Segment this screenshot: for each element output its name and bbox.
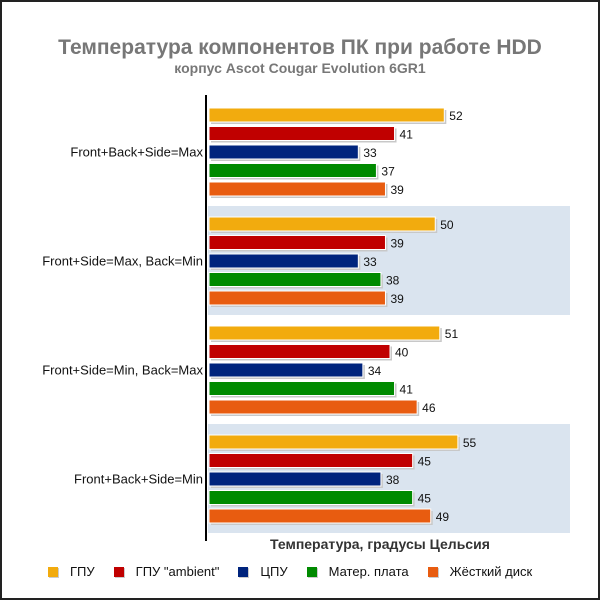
data-label: 39 [390,183,404,197]
legend-swatch [48,566,58,577]
bar [208,144,359,160]
bar [208,253,359,269]
legend-label: ГПУ "ambient" [135,564,220,579]
bar [208,453,414,468]
data-label: 52 [449,109,463,123]
data-label: 55 [463,436,477,450]
data-label: 39 [390,237,404,251]
bar [208,290,386,306]
data-label: 50 [440,218,454,232]
legend-swatch [113,566,124,577]
data-label: 41 [400,128,414,142]
data-label: 41 [400,383,414,397]
data-label: 33 [363,255,377,269]
data-label: 33 [363,146,377,160]
bar [208,362,364,378]
bar [208,344,391,359]
bar [208,471,382,487]
legend-label: ГПУ [70,564,95,579]
legend-item: ЦПУ [238,564,288,579]
data-label: 46 [422,401,436,415]
bar [208,163,377,178]
legend: ГПУ ГПУ "ambient" ЦПУ Матер. плата Жёсткий д… [48,564,551,579]
data-label: 37 [381,165,395,179]
bar [208,126,396,141]
category-label: Front+Side=Max, Back=Min [42,254,203,269]
bar [208,399,418,415]
data-label: 51 [445,327,459,341]
data-label: 45 [418,455,432,469]
data-label: 38 [386,473,400,487]
bar [208,235,386,250]
category-label: Front+Side=Min, Back=Max [42,363,203,378]
legend-label: ЦПУ [260,564,288,579]
bar [208,381,396,396]
bar [208,107,445,123]
bar [208,434,459,450]
category-label: Front+Back+Side=Max [70,145,203,160]
data-label: 39 [390,292,404,306]
data-label: 49 [436,510,450,524]
legend-swatch [306,566,317,577]
legend-label: Матер. плата [328,564,409,579]
chart-subtitle: корпус Ascot Cougar Evolution 6GR1 [174,60,426,76]
legend-label: Жёсткий диск [449,564,533,579]
legend-item: Матер. плата [306,564,409,579]
bar [208,508,432,524]
data-label: 34 [368,364,382,378]
x-axis-label: Температура, градусы Цельсия [270,536,490,552]
legend-swatch [238,566,249,577]
data-label: 38 [386,274,400,288]
bar [208,325,441,341]
data-label: 40 [395,346,409,360]
legend-swatch [427,566,438,577]
data-label: 45 [418,492,432,506]
legend-item: Жёсткий диск [427,564,533,579]
bar [208,490,414,505]
legend-item: ГПУ [48,564,95,579]
category-label: Front+Back+Side=Min [74,472,203,487]
legend-item: ГПУ "ambient" [113,564,220,579]
bar [208,216,436,232]
chart-title: Температура компонентов ПК при работе HD… [58,36,542,59]
bar [208,181,386,197]
bar [208,272,382,287]
